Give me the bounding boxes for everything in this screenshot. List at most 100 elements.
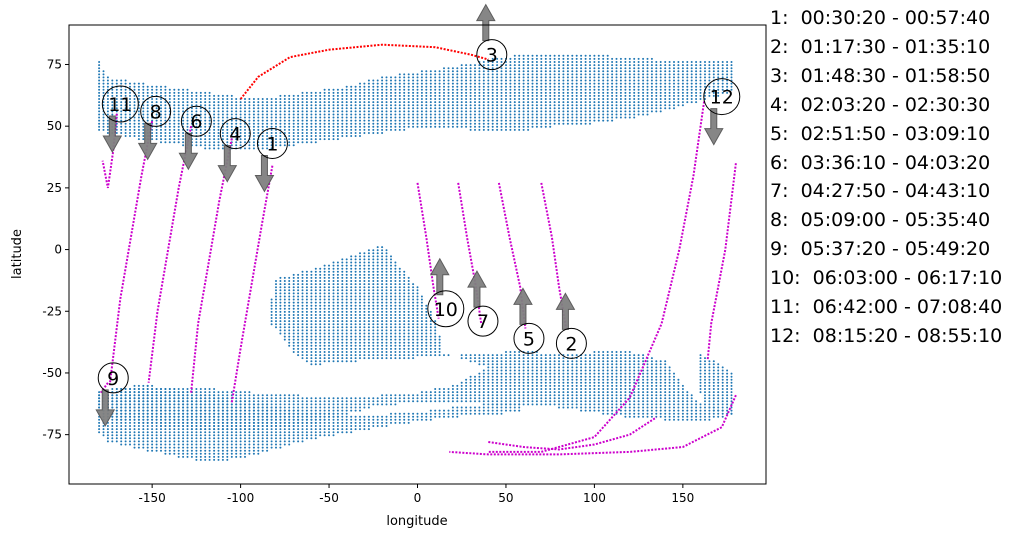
ground-point xyxy=(513,372,516,375)
ground-point xyxy=(420,400,423,403)
ground-point xyxy=(633,381,636,384)
ground-point xyxy=(279,329,282,332)
ground-point xyxy=(398,354,401,357)
ground-point xyxy=(305,101,308,104)
ground-point xyxy=(354,332,357,335)
ground-point xyxy=(482,79,485,82)
ground-point xyxy=(292,113,295,116)
ground-point xyxy=(527,76,530,79)
ground-point xyxy=(270,138,273,141)
ground-point xyxy=(540,113,543,116)
ground-point xyxy=(305,104,308,107)
ground-point xyxy=(535,360,538,363)
ground-point xyxy=(129,107,131,110)
ground-point xyxy=(345,104,348,107)
ground-point xyxy=(98,94,101,97)
ground-point xyxy=(319,344,322,347)
ground-point xyxy=(363,400,366,403)
ground-point xyxy=(376,94,379,97)
ground-point xyxy=(115,132,118,134)
ground-point xyxy=(478,98,481,100)
ground-point xyxy=(584,409,587,412)
ground-point xyxy=(642,70,645,73)
ground-point xyxy=(434,85,437,88)
ground-point xyxy=(301,406,304,409)
ground-point xyxy=(235,122,238,125)
ground-point xyxy=(160,119,162,122)
ground-point xyxy=(549,113,552,116)
ground-point xyxy=(239,397,242,400)
ground-point xyxy=(438,122,441,125)
ground-point xyxy=(407,122,410,125)
ground-point xyxy=(252,400,255,403)
ground-point xyxy=(500,125,503,128)
ground-point xyxy=(213,104,216,107)
ground-point xyxy=(434,347,437,350)
ground-point xyxy=(133,85,136,88)
ground-point xyxy=(584,82,587,85)
ground-point xyxy=(518,357,521,360)
ground-point xyxy=(624,76,627,79)
ground-point xyxy=(482,94,485,97)
ground-point xyxy=(173,107,176,110)
ground-point xyxy=(385,332,388,335)
ground-point xyxy=(717,412,720,415)
ground-point xyxy=(566,360,569,363)
ground-point xyxy=(655,412,658,415)
ground-point xyxy=(146,101,149,104)
ground-point xyxy=(496,70,499,73)
ground-point xyxy=(425,85,428,88)
ground-point xyxy=(420,101,423,104)
ground-point xyxy=(195,132,198,134)
ground-point xyxy=(160,128,162,131)
ground-point xyxy=(558,357,560,360)
ground-point xyxy=(363,98,366,100)
ground-point xyxy=(505,375,507,378)
ground-point xyxy=(129,94,131,97)
ground-point xyxy=(465,384,468,387)
ground-point xyxy=(120,94,123,97)
ground-point xyxy=(615,375,618,378)
ground-point xyxy=(151,113,154,116)
ground-point xyxy=(491,378,494,381)
ground-point xyxy=(341,409,344,412)
ground-point xyxy=(575,85,578,88)
ground-point xyxy=(376,326,379,329)
ground-point xyxy=(120,82,123,85)
ground-point xyxy=(376,119,379,122)
ground-point xyxy=(535,91,538,94)
ground-point xyxy=(659,82,662,85)
ground-point xyxy=(474,113,476,116)
ground-point xyxy=(279,101,282,104)
ground-point xyxy=(619,378,622,381)
ground-point xyxy=(491,125,494,128)
ground-point xyxy=(633,366,636,369)
ground-point xyxy=(721,415,724,418)
ground-point xyxy=(527,116,530,119)
ground-point xyxy=(199,391,202,394)
ground-point xyxy=(589,366,591,369)
ground-point xyxy=(367,403,370,406)
ground-point xyxy=(288,317,291,319)
ground-point xyxy=(451,110,454,113)
ground-point xyxy=(195,144,198,147)
ground-point xyxy=(305,329,308,332)
ground-point xyxy=(199,138,202,141)
ground-point xyxy=(597,357,600,360)
ground-point xyxy=(213,132,216,134)
ground-point xyxy=(257,397,260,400)
ground-point xyxy=(429,341,432,344)
ground-point xyxy=(407,332,410,335)
ground-point xyxy=(487,125,490,128)
ground-point xyxy=(381,119,384,122)
ground-point xyxy=(151,138,154,141)
ground-point xyxy=(385,338,388,341)
ground-point xyxy=(544,381,547,384)
ground-point xyxy=(522,79,525,82)
ground-point xyxy=(221,144,224,147)
ground-point xyxy=(434,98,437,100)
ground-point xyxy=(279,400,282,403)
ground-point xyxy=(518,369,521,372)
ground-point xyxy=(115,79,118,82)
ground-point xyxy=(226,125,229,128)
